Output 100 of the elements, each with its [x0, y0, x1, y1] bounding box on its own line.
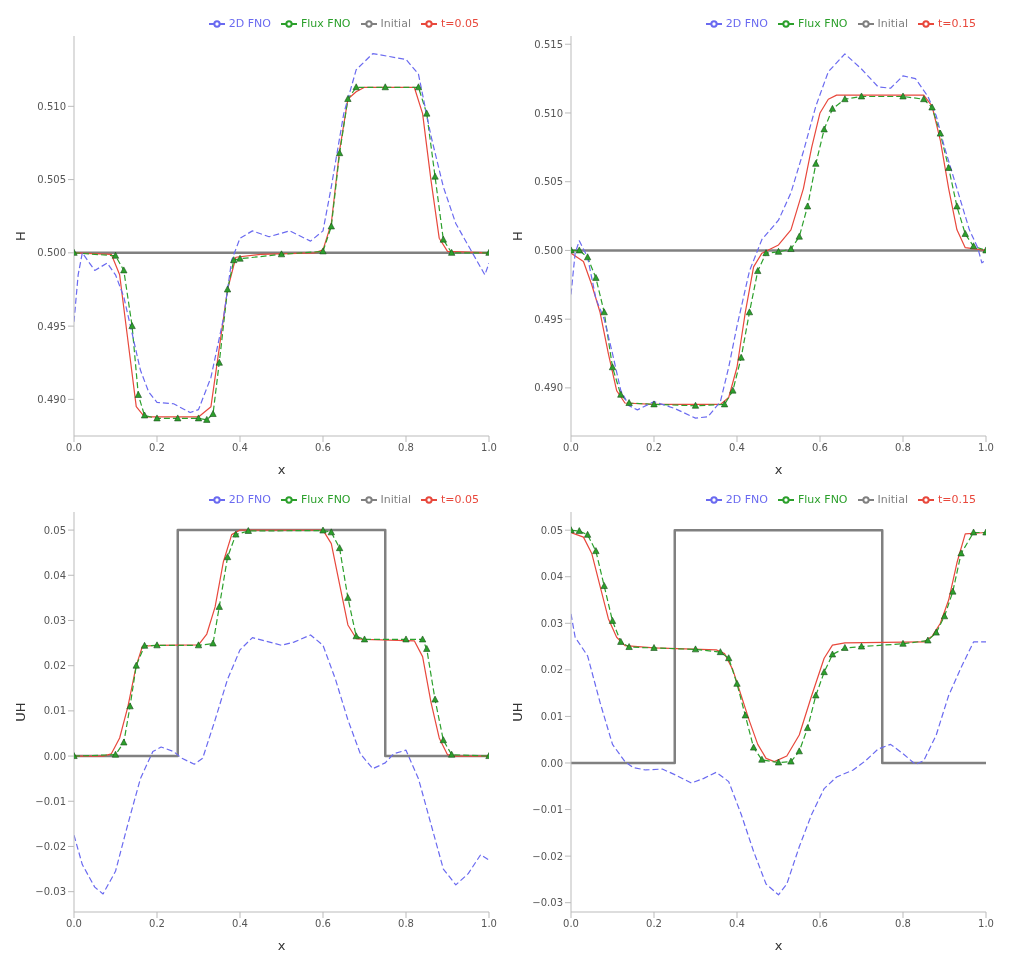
- point: [419, 635, 427, 643]
- x-tick-label: 0.0: [66, 918, 82, 930]
- y-axis-title: UH: [509, 702, 525, 722]
- point: [721, 400, 729, 408]
- point: [431, 695, 439, 703]
- point: [112, 251, 119, 259]
- x-tick-label: 0.2: [149, 918, 165, 930]
- point: [120, 266, 128, 274]
- y-tick-label: 0.00: [43, 750, 66, 762]
- point: [775, 248, 782, 255]
- y-tick-label: 0.04: [540, 571, 563, 583]
- point: [336, 544, 344, 551]
- x-axis-title: x: [277, 938, 286, 953]
- x-tick-label: 0.0: [563, 918, 579, 930]
- x-tick-label: 0.6: [812, 918, 828, 930]
- point: [941, 612, 948, 620]
- point: [795, 232, 803, 240]
- y-tick-label: 0.01: [43, 705, 66, 717]
- point: [575, 527, 583, 534]
- y-tick-label: 0.505: [37, 174, 66, 186]
- y-tick-label: 0.515: [534, 38, 563, 50]
- point: [650, 400, 658, 408]
- point: [741, 711, 749, 719]
- point: [650, 644, 658, 651]
- y-tick-label: −0.02: [532, 850, 563, 862]
- point: [431, 172, 439, 180]
- point: [423, 109, 431, 117]
- point: [352, 83, 360, 91]
- x-tick-label: 0.2: [149, 442, 165, 454]
- point: [209, 639, 217, 647]
- point: [820, 668, 828, 675]
- x-tick-label: 1.0: [481, 442, 497, 454]
- y-tick-label: −0.01: [532, 804, 563, 816]
- point: [402, 635, 410, 643]
- y-tick-label: 0.03: [540, 617, 563, 629]
- point: [215, 358, 223, 366]
- point: [787, 245, 795, 252]
- point: [858, 642, 865, 650]
- point: [812, 160, 820, 167]
- x-tick-label: 1.0: [978, 442, 994, 454]
- point: [957, 549, 965, 557]
- point: [928, 103, 936, 111]
- point: [592, 274, 600, 281]
- point: [414, 83, 422, 91]
- point: [174, 414, 182, 422]
- point: [439, 736, 447, 744]
- point: [448, 249, 456, 256]
- y-tick-label: 0.02: [43, 660, 66, 672]
- y-tick-label: 0.05: [43, 524, 66, 536]
- point: [828, 105, 836, 112]
- point: [215, 603, 223, 610]
- point: [617, 390, 625, 398]
- x-tick-label: 0.0: [563, 442, 579, 454]
- point: [758, 755, 766, 763]
- point: [949, 587, 957, 595]
- y-tick-label: −0.03: [35, 886, 66, 898]
- y-tick-label: 0.00: [540, 757, 563, 769]
- point: [381, 83, 389, 91]
- y-tick-label: 0.04: [43, 569, 66, 581]
- point: [953, 202, 961, 210]
- y-axis-title: H: [509, 231, 525, 241]
- point: [361, 635, 368, 643]
- point: [319, 526, 327, 534]
- legend-label: t=0.05: [440, 493, 479, 506]
- point: [141, 641, 149, 649]
- y-axis-title: UH: [12, 702, 28, 722]
- x-axis-title: x: [774, 938, 783, 953]
- point: [141, 411, 149, 419]
- y-tick-label: 0.490: [37, 393, 66, 405]
- point: [224, 553, 232, 560]
- point: [423, 645, 431, 652]
- point: [344, 95, 352, 102]
- legend-label: Initial: [380, 493, 411, 506]
- x-tick-label: 0.6: [315, 442, 331, 454]
- point: [920, 95, 928, 103]
- legend-label: 2D FNO: [228, 17, 271, 30]
- x-tick-label: 0.8: [398, 442, 414, 454]
- point: [945, 164, 953, 171]
- legend-label: Initial: [877, 493, 908, 506]
- x-tick-label: 0.8: [895, 918, 911, 930]
- point: [278, 250, 285, 258]
- point: [195, 414, 202, 422]
- point: [795, 747, 803, 755]
- point: [617, 638, 625, 645]
- point: [737, 353, 745, 361]
- y-tick-label: 0.495: [534, 313, 563, 325]
- legend-label: Flux FNO: [797, 493, 848, 506]
- point: [327, 528, 335, 536]
- point: [754, 267, 762, 274]
- point: [584, 531, 592, 538]
- x-tick-label: 0.4: [232, 918, 248, 930]
- point: [128, 322, 136, 329]
- point: [209, 410, 217, 417]
- point: [924, 636, 932, 644]
- y-tick-label: 0.510: [37, 100, 66, 112]
- y-tick-label: 0.05: [540, 524, 563, 536]
- y-tick-label: −0.02: [35, 841, 66, 853]
- point: [336, 149, 344, 157]
- y-tick-label: −0.03: [532, 897, 563, 909]
- point: [692, 401, 699, 409]
